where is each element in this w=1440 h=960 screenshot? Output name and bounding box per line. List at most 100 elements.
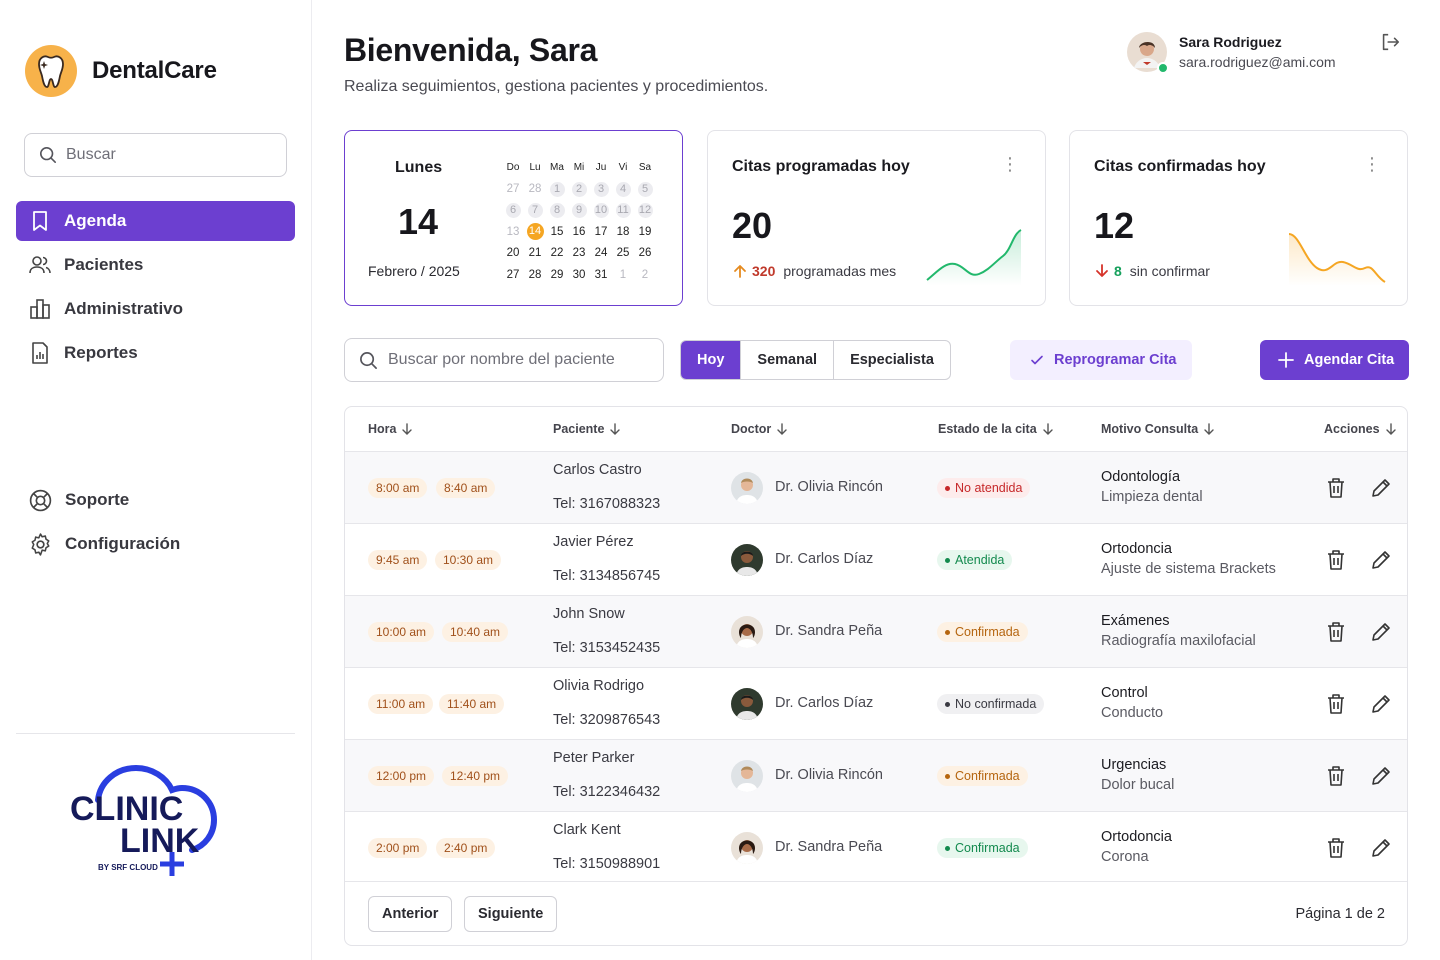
calendar-day[interactable]: 22 (550, 247, 564, 260)
edit-pencil-icon[interactable] (1370, 693, 1392, 715)
sidebar-item-soporte[interactable]: Soporte (16, 480, 295, 520)
column-header-estado[interactable]: Estado de la cita (938, 407, 1054, 451)
column-header-doctor[interactable]: Doctor (731, 407, 788, 451)
scheduled-today-card: Citas programadas hoy ⋮ 20 320 programad… (707, 130, 1046, 306)
reason-title: Odontología (1101, 469, 1181, 485)
calendar-day[interactable]: 31 (594, 268, 608, 281)
calendar-day[interactable]: 28 (528, 183, 542, 196)
edit-pencil-icon[interactable] (1370, 621, 1392, 643)
calendar-day[interactable]: 25 (616, 247, 630, 260)
calendar-day[interactable]: 27 (506, 268, 520, 281)
reason-title: Urgencias (1101, 757, 1167, 773)
more-vertical-icon[interactable]: ⋮ (1363, 154, 1381, 174)
tab-especialista[interactable]: Especialista (833, 341, 950, 379)
trash-icon[interactable] (1326, 549, 1346, 571)
table-row[interactable]: 10:00 am 10:40 am John Snow Tel: 3153452… (345, 595, 1407, 667)
edit-pencil-icon[interactable] (1370, 477, 1392, 499)
calendar-day[interactable]: 9 (568, 202, 590, 218)
sort-arrow-icon (610, 423, 621, 435)
building-icon (30, 299, 50, 319)
calendar-day-today[interactable]: 14 (524, 223, 546, 241)
svg-text:BY SRF CLOUD: BY SRF CLOUD (98, 863, 158, 872)
calendar-day[interactable]: 28 (528, 268, 542, 281)
user-profile[interactable]: Sara Rodriguez sara.rodriguez@ami.com (1127, 32, 1336, 74)
reschedule-label: Reprogramar Cita (1054, 352, 1177, 368)
calendar-day[interactable]: 24 (594, 247, 608, 260)
edit-pencil-icon[interactable] (1370, 765, 1392, 787)
edit-pencil-icon[interactable] (1370, 549, 1392, 571)
calendar-day[interactable]: 20 (506, 247, 520, 260)
reason-detail: Conducto (1101, 705, 1164, 721)
calendar-day[interactable]: 29 (550, 268, 564, 281)
calendar-day[interactable]: 30 (572, 268, 586, 281)
page-indicator: Página 1 de 2 (1295, 906, 1386, 922)
previous-page-button[interactable]: Anterior (368, 896, 453, 932)
column-header-motivo[interactable]: Motivo Consulta (1101, 407, 1215, 451)
status-badge: Atendida (937, 550, 1013, 570)
sidebar-item-label: Pacientes (64, 255, 144, 274)
date-card[interactable]: Lunes 14 Febrero / 2025 Do Lu Ma Mi Ju V… (344, 130, 683, 306)
calendar-day[interactable]: 6 (502, 202, 524, 218)
reason-title: Exámenes (1101, 613, 1170, 629)
calendar-day[interactable]: 4 (612, 181, 634, 197)
table-row[interactable]: 12:00 pm 12:40 pm Peter Parker Tel: 3122… (345, 739, 1407, 811)
sidebar-search-input[interactable]: Buscar (24, 133, 287, 177)
calendar-day[interactable]: 17 (594, 225, 608, 238)
calendar-day[interactable]: 15 (550, 225, 564, 238)
patient-search-input[interactable]: Buscar por nombre del paciente (344, 338, 664, 382)
sidebar-item-reportes[interactable]: Reportes (16, 333, 295, 373)
calendar-day[interactable]: 12 (637, 202, 653, 218)
column-header-hora[interactable]: Hora (368, 407, 413, 451)
status-badge: No atendida (937, 478, 1031, 498)
trash-icon[interactable] (1326, 693, 1346, 715)
trash-icon[interactable] (1326, 837, 1346, 859)
card-title: Citas programadas hoy (732, 158, 910, 175)
sort-arrow-icon (777, 423, 787, 435)
calendar-day[interactable]: 26 (638, 247, 652, 260)
main-content: Bienvenida, Sara Realiza seguimientos, g… (312, 0, 1440, 960)
edit-pencil-icon[interactable] (1370, 837, 1392, 859)
sidebar-item-label: Reportes (64, 343, 138, 362)
calendar-day[interactable]: 16 (572, 225, 586, 238)
sidebar-item-pacientes[interactable]: Pacientes (16, 245, 295, 285)
table-row[interactable]: 11:00 am 11:40 am Olivia Rodrigo Tel: 32… (345, 667, 1407, 739)
doctor-avatar (731, 544, 763, 576)
trash-icon[interactable] (1326, 477, 1346, 499)
tab-hoy[interactable]: Hoy (681, 341, 741, 379)
calendar-day[interactable]: 11 (615, 202, 631, 218)
calendar-day[interactable]: 1 (546, 181, 568, 197)
table-row[interactable]: 8:00 am 8:40 am Carlos Castro Tel: 31670… (345, 451, 1407, 523)
logout-icon[interactable] (1379, 31, 1401, 53)
sidebar-item-label: Configuración (65, 534, 181, 553)
patient-phone: Tel: 3167088323 (553, 496, 661, 512)
table-row[interactable]: 9:45 am 10:30 am Javier Pérez Tel: 31348… (345, 523, 1407, 595)
column-header-paciente[interactable]: Paciente (553, 407, 621, 451)
table-row[interactable]: 2:00 pm 2:40 pm Clark Kent Tel: 31509889… (345, 811, 1407, 883)
calendar-day[interactable]: 23 (572, 247, 586, 260)
calendar-day[interactable]: 3 (590, 181, 612, 197)
calendar-day[interactable]: 18 (616, 225, 630, 238)
calendar-day[interactable]: 27 (506, 183, 520, 196)
brand-logo[interactable]: DentalCare (24, 44, 217, 98)
tab-semanal[interactable]: Semanal (740, 341, 833, 379)
calendar-day[interactable]: 5 (634, 181, 656, 197)
calendar-day[interactable]: 8 (546, 202, 568, 218)
calendar-day[interactable]: 21 (528, 247, 542, 260)
calendar-day[interactable]: 2 (568, 181, 590, 197)
more-vertical-icon[interactable]: ⋮ (1001, 154, 1019, 174)
calendar-day[interactable]: 10 (593, 202, 609, 218)
trash-icon[interactable] (1326, 765, 1346, 787)
sidebar-item-configuracion[interactable]: Configuración (16, 524, 295, 564)
trash-icon[interactable] (1326, 621, 1346, 643)
sidebar-item-agenda[interactable]: Agenda (16, 201, 295, 241)
calendar-day[interactable]: 7 (524, 202, 546, 218)
book-appointment-button[interactable]: Agendar Cita (1260, 340, 1409, 380)
column-header-acciones[interactable]: Acciones (1324, 407, 1397, 451)
next-page-button[interactable]: Siguiente (464, 896, 558, 932)
calendar-day[interactable]: 1 (619, 268, 627, 281)
calendar-day[interactable]: 2 (641, 268, 649, 281)
calendar-day[interactable]: 13 (506, 225, 520, 238)
calendar-day[interactable]: 19 (638, 225, 652, 238)
sidebar-item-administrativo[interactable]: Administrativo (16, 289, 295, 329)
reschedule-button[interactable]: Reprogramar Cita (1010, 340, 1192, 380)
